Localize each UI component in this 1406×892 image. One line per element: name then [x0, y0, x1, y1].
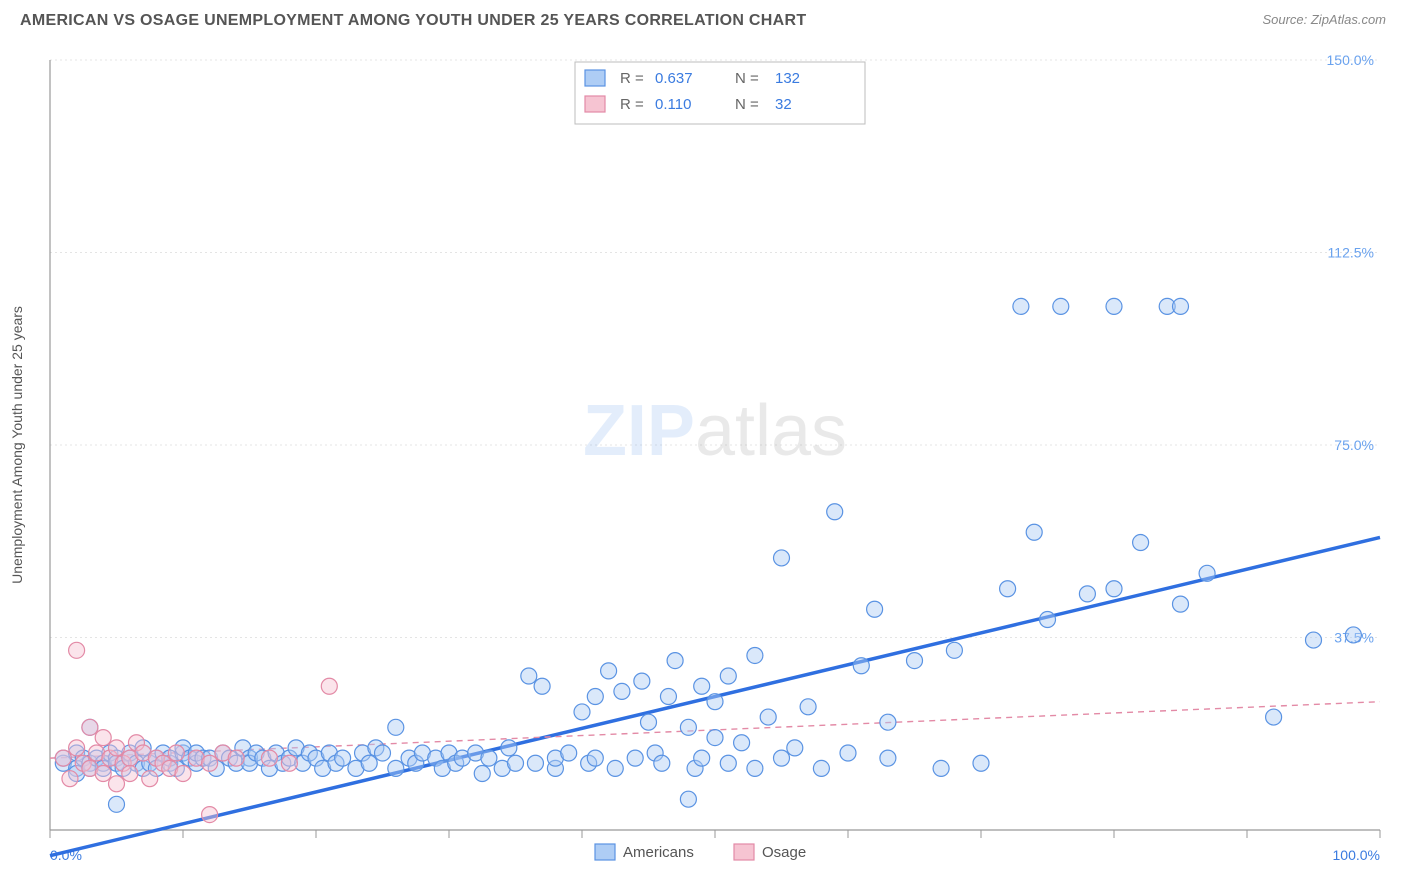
- svg-text:0.110: 0.110: [655, 96, 691, 113]
- svg-text:75.0%: 75.0%: [1334, 437, 1374, 453]
- svg-text:32: 32: [775, 96, 792, 113]
- chart-container: 37.5%75.0%112.5%150.0%ZIPatlas0.0%100.0%…: [0, 40, 1406, 892]
- svg-text:Osage: Osage: [762, 844, 806, 861]
- svg-text:Unemployment Among Youth under: Unemployment Among Youth under 25 years: [9, 306, 25, 584]
- svg-text:R =: R =: [620, 70, 644, 87]
- scatter-chart: 37.5%75.0%112.5%150.0%ZIPatlas0.0%100.0%…: [0, 40, 1406, 892]
- svg-text:112.5%: 112.5%: [1328, 245, 1374, 261]
- svg-text:150.0%: 150.0%: [1327, 52, 1374, 68]
- svg-text:0.637: 0.637: [655, 70, 693, 87]
- svg-text:R =: R =: [620, 96, 644, 113]
- svg-text:100.0%: 100.0%: [1333, 847, 1380, 863]
- svg-text:N =: N =: [735, 96, 759, 113]
- svg-text:Americans: Americans: [623, 844, 694, 861]
- svg-text:ZIPatlas: ZIPatlas: [583, 391, 847, 471]
- svg-text:N =: N =: [735, 70, 759, 87]
- svg-text:132: 132: [775, 70, 800, 87]
- chart-title: AMERICAN VS OSAGE UNEMPLOYMENT AMONG YOU…: [20, 12, 806, 30]
- source-label: Source: ZipAtlas.com: [1262, 12, 1386, 27]
